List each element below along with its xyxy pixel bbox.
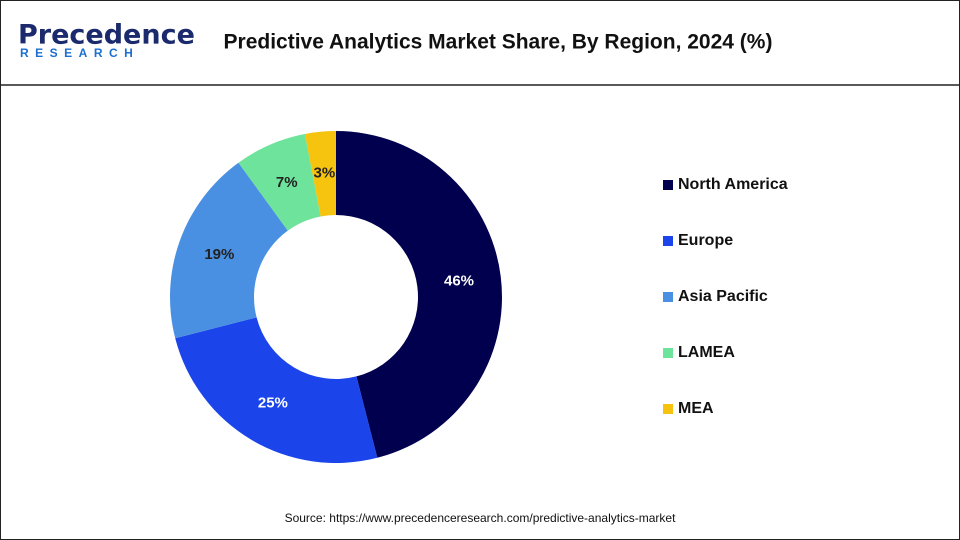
legend-label: Europe [678,232,733,249]
data-label: 46% [444,272,474,289]
slice [175,317,378,463]
data-label: 7% [276,174,298,191]
data-label: 3% [313,165,335,182]
data-label: 19% [204,246,234,263]
legend-swatch [663,348,673,358]
legend-label: Asia Pacific [678,288,768,305]
data-label: 25% [258,395,288,412]
slice [169,162,288,339]
legend-swatch [663,180,673,190]
legend-label: MEA [678,400,714,417]
slice [238,133,321,231]
source: Source: https://www.precedenceresearch.c… [285,511,676,525]
logo-name: Precedence [18,20,195,51]
legend-swatch [663,404,673,414]
chart-title: Predictive Analytics Market Share, By Re… [224,31,773,54]
legend-swatch [663,292,673,302]
legend-swatch [663,236,673,246]
slice [304,131,336,217]
logo-sub: RESEARCH [20,46,139,60]
legend-label: North America [678,176,788,193]
slice [336,131,502,458]
legend-label: LAMEA [678,344,735,361]
